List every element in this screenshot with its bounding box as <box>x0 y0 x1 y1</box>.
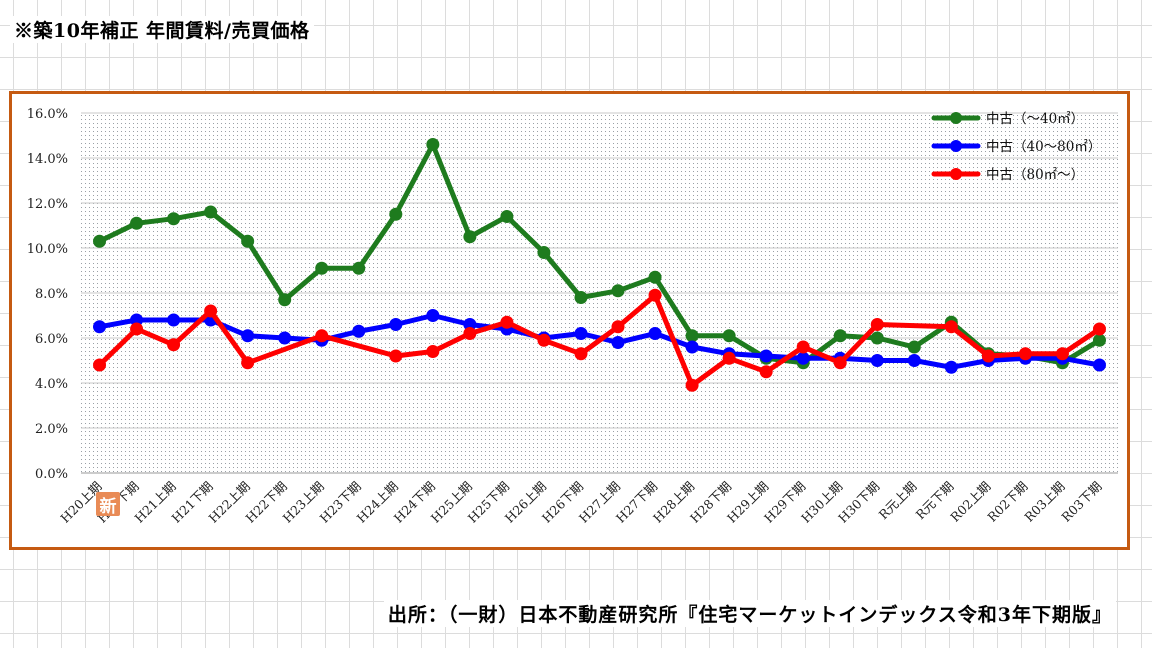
data-point <box>426 345 440 358</box>
data-point <box>944 360 958 374</box>
chart-frame[interactable]: 0.0% 2.0% 4.0% 6.0% 8.0% 10.0% 12.0% 14.0% 16.0%… <box>9 91 1130 550</box>
x-tick-label: R03上期 <box>1021 479 1067 525</box>
data-point <box>241 234 255 248</box>
data-point <box>500 315 514 329</box>
data-point <box>352 261 366 275</box>
x-tick-label: R02上期 <box>947 479 993 525</box>
y-tick-label: 2.0% <box>35 422 68 437</box>
series-line <box>97 142 1102 366</box>
data-point <box>796 340 810 354</box>
data-point <box>278 293 292 307</box>
data-point <box>648 327 662 340</box>
data-point <box>907 340 921 354</box>
data-point <box>1092 322 1106 336</box>
y-tick-label: 6.0% <box>35 332 68 347</box>
data-point <box>1092 333 1106 347</box>
data-point <box>130 216 144 230</box>
data-point <box>463 318 477 331</box>
data-point <box>426 138 440 151</box>
data-point <box>870 318 884 331</box>
data-point <box>685 378 699 392</box>
data-point <box>1092 358 1106 372</box>
data-point <box>352 324 366 338</box>
legend-label: 中古（40～80㎡） <box>986 139 1101 155</box>
legend-marker <box>950 140 962 152</box>
data-point <box>463 327 477 340</box>
data-point <box>389 207 403 221</box>
data-point <box>93 234 107 248</box>
data-point <box>611 284 625 298</box>
data-point <box>648 288 662 302</box>
legend-label: 中古（～40㎡） <box>986 111 1084 127</box>
data-point <box>241 356 255 370</box>
data-point <box>93 358 107 372</box>
data-point <box>870 331 884 345</box>
data-point <box>981 349 995 363</box>
data-point <box>574 291 588 304</box>
x-tick-label: R元上期 <box>876 479 920 523</box>
legend-label: 中古（80㎡～） <box>986 167 1084 183</box>
y-tick-label: 4.0% <box>35 377 68 392</box>
data-point <box>167 338 181 352</box>
data-point <box>1018 347 1032 361</box>
data-point <box>278 331 292 345</box>
y-tick-label: 10.0% <box>27 242 68 257</box>
data-point <box>389 318 403 331</box>
data-point <box>241 329 255 343</box>
source-note: 出所：（一財）日本不動産研究所『住宅マーケットインデックス令和3年下期版』 <box>383 600 1116 627</box>
data-point <box>500 210 514 223</box>
data-point <box>685 340 699 354</box>
data-point <box>537 333 551 347</box>
data-point <box>907 354 921 367</box>
new-badge: 新 <box>96 492 120 517</box>
data-point <box>167 212 181 226</box>
data-point <box>833 329 847 343</box>
data-point <box>204 304 218 318</box>
data-point <box>167 313 181 327</box>
data-point <box>1055 347 1069 361</box>
data-point <box>574 347 588 361</box>
data-point <box>648 270 662 284</box>
data-point <box>130 322 144 336</box>
legend-marker <box>950 168 962 180</box>
x-tick-label: H30下期 <box>835 479 882 526</box>
data-point <box>685 329 699 343</box>
data-point <box>315 261 329 275</box>
x-tick-label: R03下期 <box>1058 479 1104 525</box>
legend-marker <box>950 112 962 124</box>
data-point <box>611 320 625 334</box>
y-tick-label: 0.0% <box>35 467 68 482</box>
data-point <box>93 320 107 334</box>
data-point <box>833 356 847 370</box>
data-point <box>315 329 329 343</box>
y-tick-label: 14.0% <box>27 152 68 167</box>
data-point <box>389 349 403 363</box>
data-point <box>870 354 884 367</box>
data-point <box>796 351 810 365</box>
y-tick-label: 16.0% <box>27 107 68 122</box>
y-tick-label: 12.0% <box>27 197 68 212</box>
data-point <box>759 349 773 363</box>
line-chart: 0.0% 2.0% 4.0% 6.0% 8.0% 10.0% 12.0% 14.0% 16.0%… <box>27 107 1118 526</box>
data-point <box>611 336 625 349</box>
data-point <box>722 351 736 365</box>
data-point <box>204 205 218 219</box>
y-tick-label: 8.0% <box>35 287 68 302</box>
page-title: ※築10年補正 年間賃料/売買価格 <box>10 16 314 43</box>
data-point <box>537 246 551 259</box>
x-tick-label: R02下期 <box>984 479 1030 525</box>
data-point <box>722 329 736 343</box>
data-point <box>759 365 773 379</box>
data-point <box>130 313 144 327</box>
data-point <box>463 230 477 244</box>
data-point <box>944 320 958 334</box>
data-point <box>426 309 440 322</box>
data-point <box>574 327 588 340</box>
